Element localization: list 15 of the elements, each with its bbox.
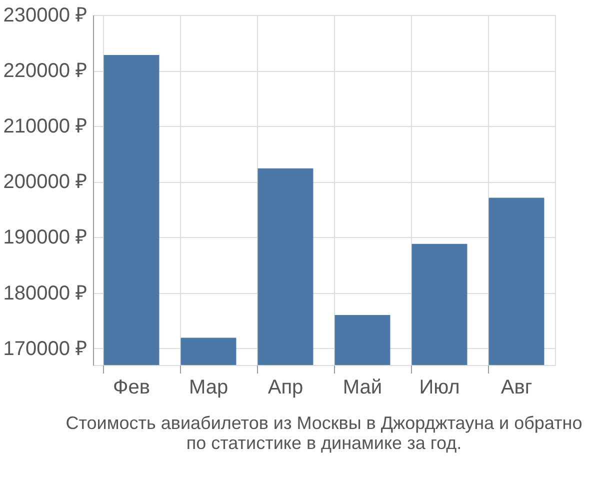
- y-tick-label: 180000 ₽: [3, 282, 88, 304]
- text: по статистике в динамике за год.: [186, 433, 462, 453]
- text: Стоимость авиабилетов из Москвы в Джорджтауна и обратно: [66, 413, 582, 433]
- x-tick-label: Авг: [500, 376, 532, 398]
- y-tick-label: 210000 ₽: [3, 116, 88, 138]
- x-tick-label: Мар: [188, 376, 228, 398]
- y-tick-label: 170000 ₽: [3, 338, 88, 360]
- y-tick-label: 220000 ₽: [3, 60, 88, 82]
- y-tick-label: 230000 ₽: [3, 4, 88, 26]
- y-tick-label: 200000 ₽: [3, 171, 88, 194]
- x-tick-label: Июл: [419, 376, 460, 398]
- x-tick-label: Фев: [113, 376, 150, 398]
- x-tick-label: Май: [342, 376, 382, 398]
- x-tick-label: Апр: [268, 376, 304, 398]
- y-tick-label: 190000 ₽: [3, 226, 88, 249]
